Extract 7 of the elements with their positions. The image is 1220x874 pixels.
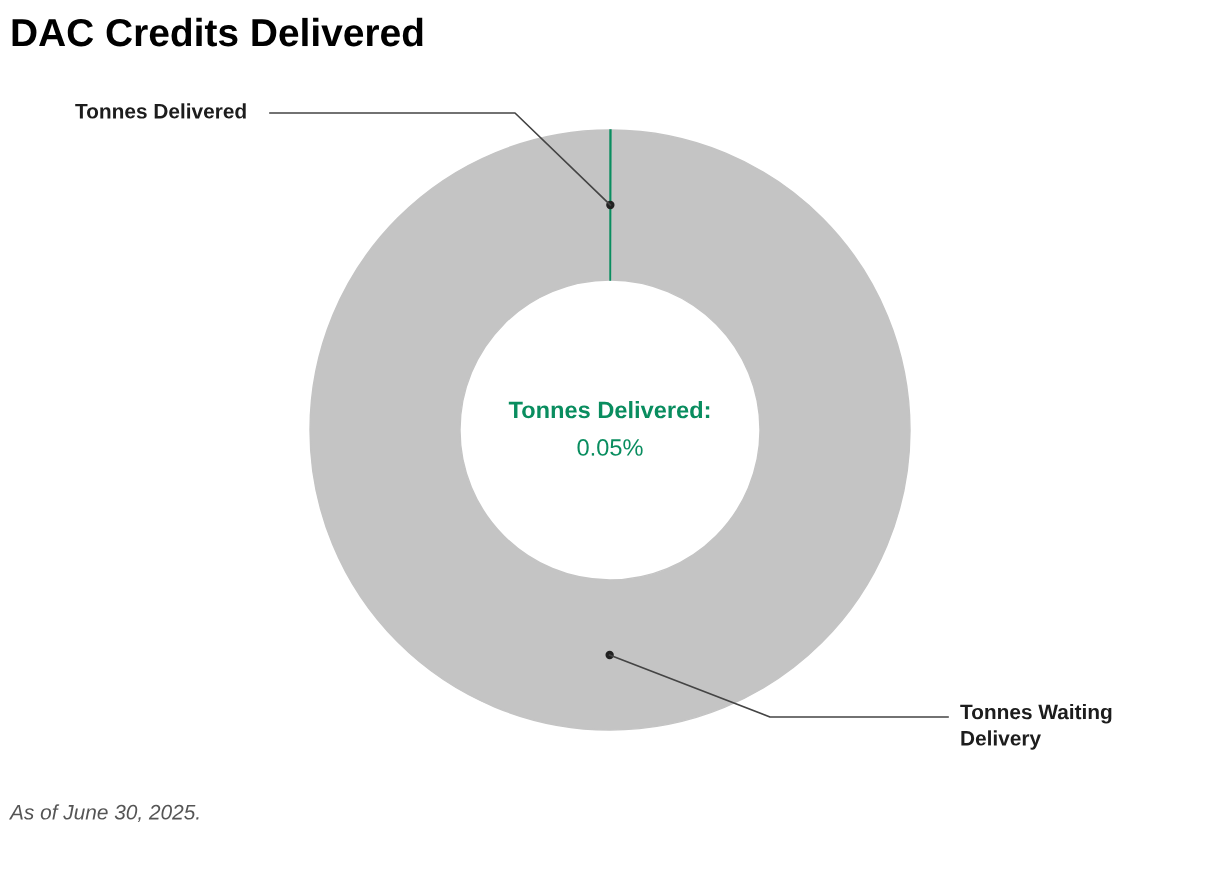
text: Tonnes Delivered: [508, 400, 710, 419]
slice-label: Tonnes Delivered [75, 103, 246, 119]
text: 0.05% [577, 439, 643, 456]
text: As of June 30, 2025. [8, 804, 199, 823]
slice-label: Tonnes Waiting Delivery [960, 704, 1112, 750]
chart-title: DAC Credits Delivered [12, 17, 423, 47]
donut-slice [309, 129, 911, 731]
